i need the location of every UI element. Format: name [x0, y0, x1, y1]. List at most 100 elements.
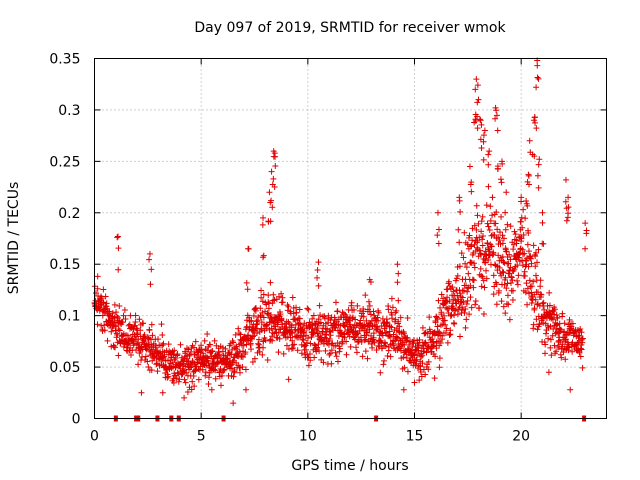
data-point [369, 344, 376, 351]
data-point [360, 313, 367, 320]
data-point [287, 334, 294, 341]
data-point [275, 349, 282, 356]
data-point [501, 259, 508, 266]
data-point [469, 237, 476, 244]
spike-point [532, 119, 539, 126]
spike-point [245, 245, 252, 252]
data-point [536, 321, 543, 328]
data-point [364, 329, 371, 336]
data-point [487, 217, 494, 224]
data-point [165, 341, 172, 348]
data-point [113, 330, 120, 337]
data-point [459, 294, 466, 301]
data-point [174, 351, 181, 358]
x-tick-label: 0 [90, 429, 99, 445]
data-point [553, 322, 560, 329]
low-point [567, 386, 574, 393]
data-point [101, 327, 108, 334]
data-point [458, 250, 465, 257]
data-point [262, 337, 269, 344]
data-point [276, 293, 283, 300]
data-point [478, 218, 485, 225]
data-point [96, 307, 103, 314]
spike-point [531, 153, 538, 160]
data-point [534, 259, 541, 266]
data-point [109, 310, 116, 317]
data-point [554, 314, 561, 321]
data-point [191, 383, 198, 390]
data-point [258, 294, 265, 301]
data-point [248, 317, 255, 324]
data-point [500, 303, 507, 310]
data-point [446, 297, 453, 304]
spike-point [583, 227, 590, 234]
low-point [208, 386, 215, 393]
data-point [485, 223, 492, 230]
data-point [209, 348, 216, 355]
data-point [472, 301, 479, 308]
data-point [507, 223, 514, 230]
data-point [174, 369, 181, 376]
spike-point [260, 254, 267, 261]
data-point [231, 368, 238, 375]
data-point [373, 347, 380, 354]
spike-point [395, 270, 402, 277]
data-point [165, 373, 172, 380]
data-point [267, 311, 274, 318]
data-point [92, 289, 99, 296]
data-point [158, 321, 165, 328]
data-point [124, 332, 131, 339]
spike-point [502, 209, 509, 216]
data-point [477, 251, 484, 258]
data-point [410, 337, 417, 344]
data-point [532, 253, 539, 260]
data-point [553, 348, 560, 355]
spike-point [477, 117, 484, 124]
data-point [419, 360, 426, 367]
data-point [489, 212, 496, 219]
data-point [438, 309, 445, 316]
data-point [246, 318, 253, 325]
data-point [170, 379, 177, 386]
data-point [227, 362, 234, 369]
data-point [566, 344, 573, 351]
data-point [159, 342, 166, 349]
data-point [579, 364, 586, 371]
data-point [476, 305, 483, 312]
data-point [460, 299, 467, 306]
data-point [374, 314, 381, 321]
data-point [425, 358, 432, 365]
data-point [507, 256, 514, 263]
data-point [558, 354, 565, 361]
data-point [148, 367, 155, 374]
data-point [466, 311, 473, 318]
data-point [249, 358, 256, 365]
spike-point [481, 127, 488, 134]
data-point [508, 274, 515, 281]
data-point [135, 361, 142, 368]
data-point [506, 316, 513, 323]
data-point [530, 242, 537, 249]
data-point [304, 335, 311, 342]
spike-point [485, 151, 492, 158]
data-point [490, 291, 497, 298]
data-point [257, 305, 264, 312]
data-point [252, 325, 259, 332]
spike-point [499, 160, 506, 167]
data-point [393, 307, 400, 314]
data-point [178, 354, 185, 361]
data-point [255, 340, 262, 347]
data-point [206, 369, 213, 376]
data-point [220, 367, 227, 374]
data-point [182, 379, 189, 386]
data-point [557, 351, 564, 358]
data-point [495, 287, 502, 294]
data-point [260, 314, 267, 321]
spike-point [523, 200, 530, 207]
data-point [322, 347, 329, 354]
low-point [411, 379, 418, 386]
spike-point [518, 194, 525, 201]
data-point [339, 309, 346, 316]
data-point [547, 336, 554, 343]
data-point [278, 290, 285, 297]
